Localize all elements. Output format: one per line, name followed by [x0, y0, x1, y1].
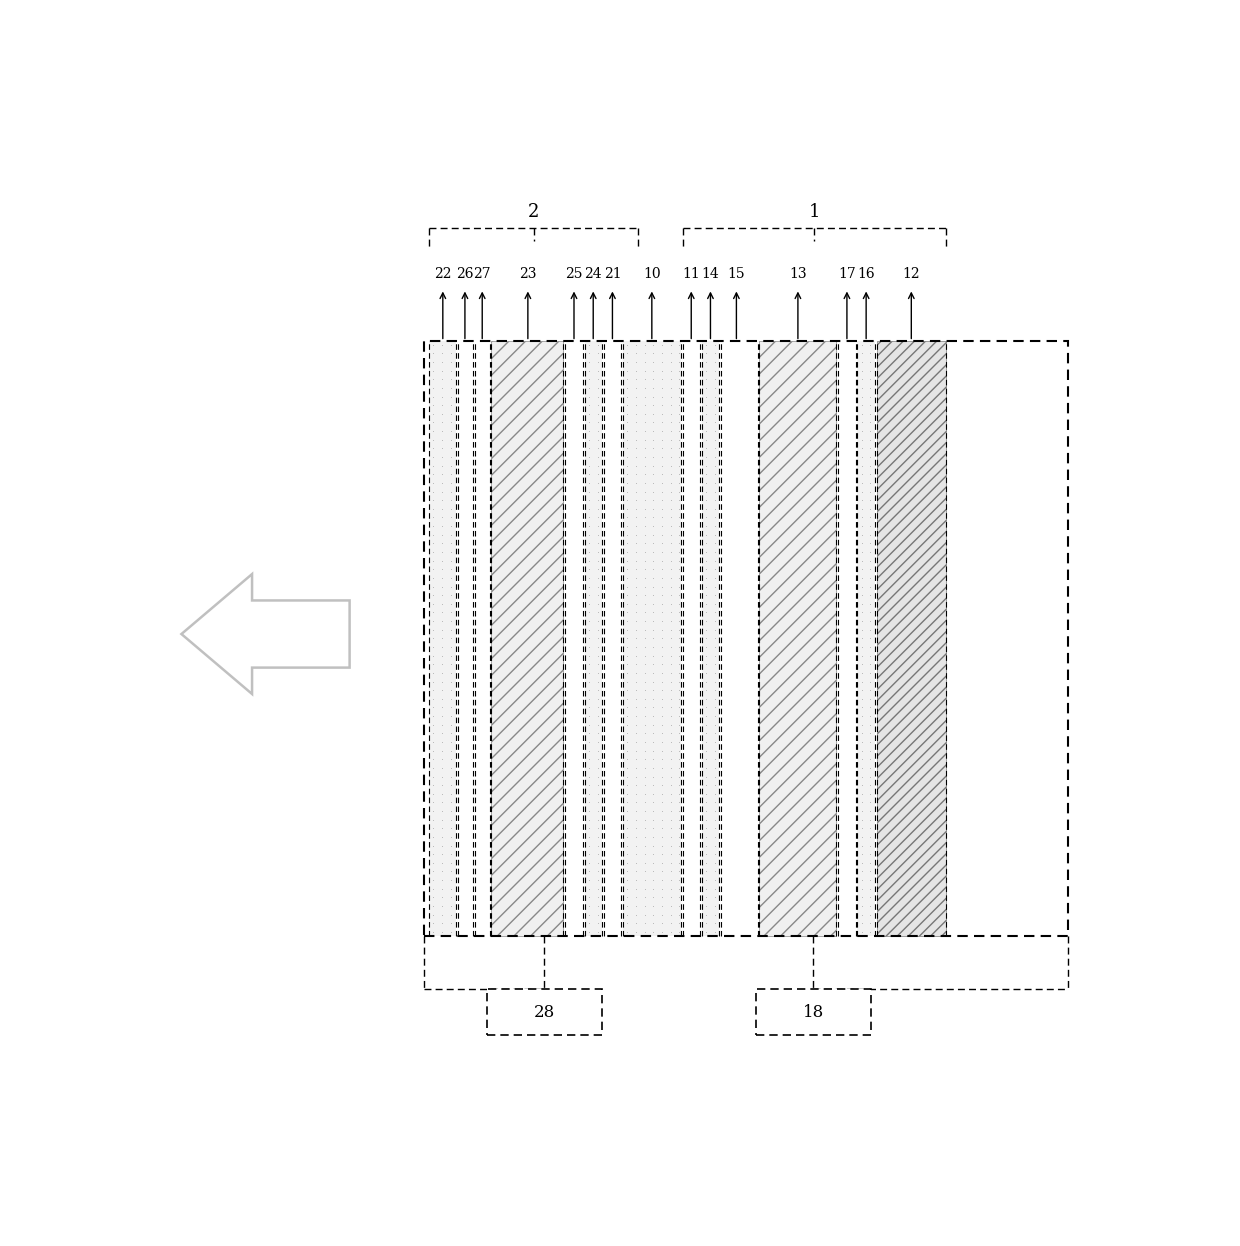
Bar — [702, 341, 719, 936]
Polygon shape — [181, 574, 350, 694]
Bar — [458, 341, 474, 936]
Bar — [755, 989, 870, 1035]
Bar — [584, 341, 601, 936]
Bar — [759, 341, 836, 936]
Bar — [720, 341, 758, 936]
Text: 15: 15 — [728, 267, 745, 280]
Text: 28: 28 — [533, 1003, 554, 1020]
Bar — [858, 341, 874, 936]
Text: 17: 17 — [838, 267, 856, 280]
Bar — [682, 341, 699, 936]
Text: 11: 11 — [682, 267, 701, 280]
Text: 26: 26 — [456, 267, 474, 280]
Text: 27: 27 — [474, 267, 491, 280]
Bar — [622, 341, 681, 936]
Text: 13: 13 — [789, 267, 807, 280]
Bar — [424, 341, 1068, 936]
Text: 23: 23 — [520, 267, 537, 280]
Text: 2: 2 — [528, 203, 539, 221]
Text: 10: 10 — [644, 267, 661, 280]
Text: 1: 1 — [808, 203, 820, 221]
Bar — [838, 341, 856, 936]
Text: 22: 22 — [434, 267, 451, 280]
Text: 14: 14 — [702, 267, 719, 280]
Bar — [475, 341, 490, 936]
Bar — [604, 341, 621, 936]
Text: 25: 25 — [565, 267, 583, 280]
Text: 21: 21 — [604, 267, 621, 280]
Bar — [877, 341, 946, 936]
Bar — [486, 989, 601, 1035]
Text: 18: 18 — [802, 1003, 823, 1020]
Text: 16: 16 — [857, 267, 875, 280]
Text: 24: 24 — [584, 267, 603, 280]
Bar — [429, 341, 456, 936]
Text: 12: 12 — [903, 267, 920, 280]
Bar — [491, 341, 563, 936]
Bar — [565, 341, 583, 936]
